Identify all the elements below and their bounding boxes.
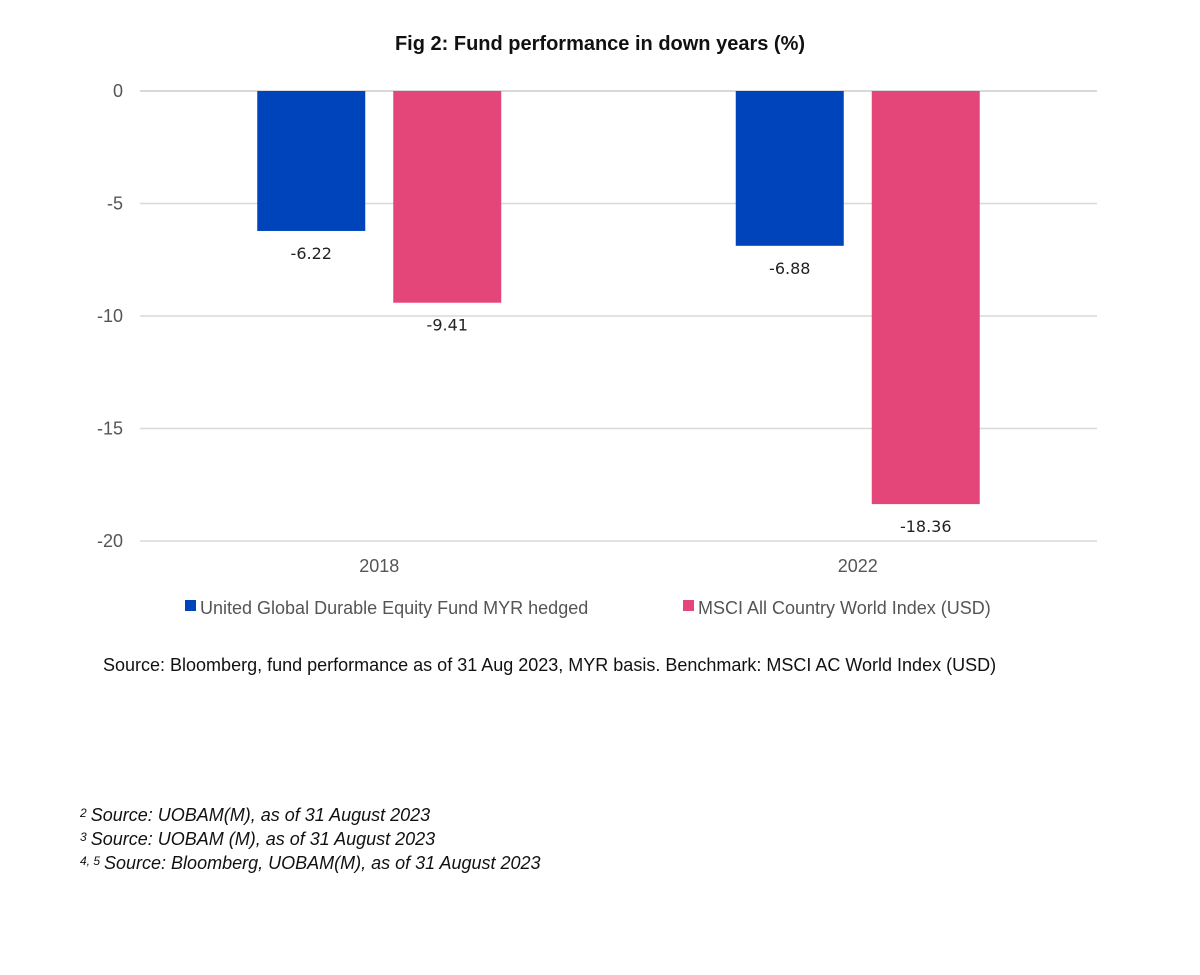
footnote-3: 3 Source: UOBAM (M), as of 31 August 2023 xyxy=(80,827,541,851)
legend-label: MSCI All Country World Index (USD) xyxy=(698,598,991,618)
footnote-text: Source: Bloomberg, UOBAM(M), as of 31 Au… xyxy=(104,853,541,873)
footnote-4-5: 4, 5 Source: Bloomberg, UOBAM(M), as of 3… xyxy=(80,851,541,875)
data-label: -6.88 xyxy=(769,259,810,278)
bars xyxy=(257,91,980,505)
y-tick-label: 0 xyxy=(113,81,123,101)
x-axis-categories: 2018 2022 xyxy=(359,556,878,576)
y-tick-label: -10 xyxy=(97,306,123,326)
bar-2022-series-0 xyxy=(735,91,844,246)
bar-chart: Fig 2: Fund performance in down years (%… xyxy=(97,33,1097,618)
footnote-2: 2 Source: UOBAM(M), as of 31 August 2023 xyxy=(80,803,541,827)
footnote-mark: 4, 5 xyxy=(80,854,101,868)
legend-swatch xyxy=(185,600,196,611)
y-tick-label: -20 xyxy=(97,531,123,551)
footnote-text: Source: UOBAM(M), as of 31 August 2023 xyxy=(90,805,431,825)
bar-2018-series-0 xyxy=(257,91,366,231)
y-axis-ticks: 0 -5 -10 -15 -20 xyxy=(97,81,123,551)
x-category-label: 2018 xyxy=(359,556,399,576)
x-category-label: 2022 xyxy=(838,556,878,576)
footnote-text: Source: UOBAM (M), as of 31 August 2023 xyxy=(90,829,436,849)
source-note: Source: Bloomberg, fund performance as o… xyxy=(103,655,997,675)
bar-2022-series-1 xyxy=(871,91,980,505)
footnote-mark: 2 xyxy=(80,806,87,820)
bar-2018-series-1 xyxy=(393,91,502,303)
legend-swatch xyxy=(683,600,694,611)
data-label: -9.41 xyxy=(427,316,468,335)
y-tick-label: -15 xyxy=(97,419,123,439)
chart-title: Fig 2: Fund performance in down years (%… xyxy=(395,33,805,55)
footnotes: 2 Source: UOBAM(M), as of 31 August 2023 … xyxy=(80,803,541,875)
legend: United Global Durable Equity Fund MYR he… xyxy=(185,598,991,618)
data-label: -6.22 xyxy=(291,244,332,263)
y-tick-label: -5 xyxy=(107,194,123,214)
footnote-mark: 3 xyxy=(80,830,87,844)
legend-label: United Global Durable Equity Fund MYR he… xyxy=(200,598,588,618)
data-labels: -6.22 -9.41 -6.88 -18.36 xyxy=(291,244,952,536)
data-label: -18.36 xyxy=(900,517,952,536)
